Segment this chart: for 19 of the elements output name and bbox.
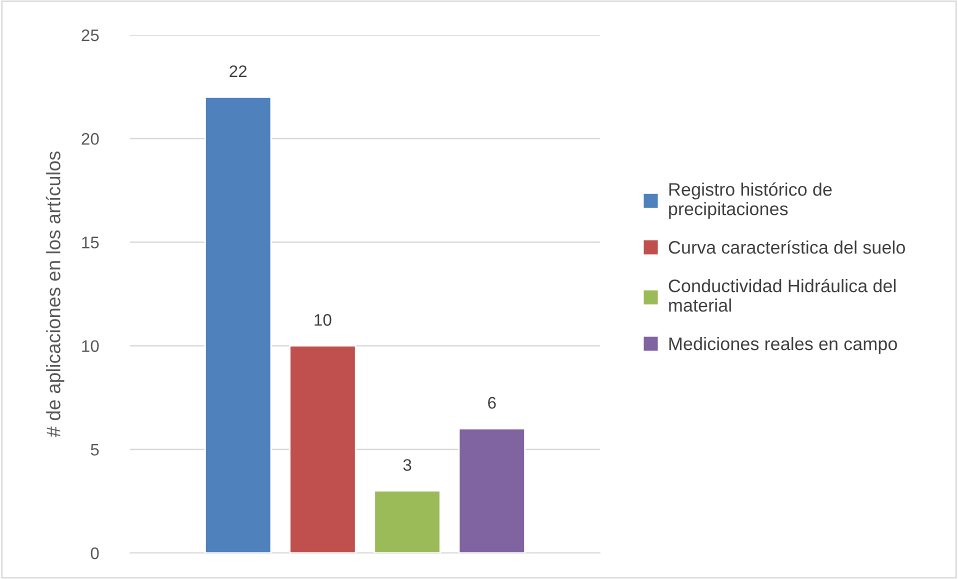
bar	[289, 345, 356, 553]
legend-label: Registro histórico de precipitaciones	[669, 182, 832, 219]
legend-label: Curva característica del suelo	[668, 240, 905, 254]
data-label: 22	[230, 65, 247, 78]
data-label: 10	[314, 314, 332, 326]
legend-label: Mediciones reales en campo	[669, 336, 897, 354]
y-tick-label: 10	[82, 340, 99, 352]
bar	[374, 490, 441, 553]
y-tick-label: 5	[90, 444, 99, 456]
data-label: 3	[403, 459, 412, 471]
y-tick-label: 15	[82, 236, 99, 248]
y-axis-title: # de aplicaciones en los artículos	[46, 151, 64, 438]
y-tick-label: 25	[82, 29, 99, 42]
y-tick-label: 20	[82, 133, 99, 145]
legend-label: Conductividad Hidráulica del material	[668, 278, 896, 312]
bar	[458, 428, 526, 553]
y-tick-label: 0	[90, 547, 99, 560]
bar	[204, 96, 272, 553]
data-label: 6	[488, 396, 496, 409]
